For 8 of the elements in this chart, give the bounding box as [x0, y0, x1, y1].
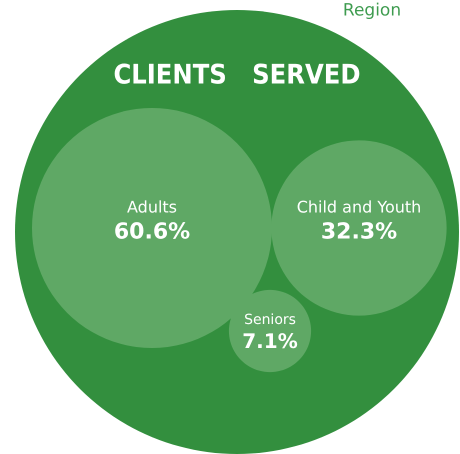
text: Region: [342, 0, 402, 20]
text: CLIENTS SERVED: [113, 60, 361, 90]
category-label: Seniors: [244, 312, 296, 328]
data-label: 60.6%: [114, 220, 190, 244]
category-label: Adults: [126, 198, 178, 216]
data-label: 32.3%: [320, 220, 398, 244]
category-label: Child and Youth: [296, 198, 422, 216]
data-label: 7.1%: [242, 329, 298, 353]
